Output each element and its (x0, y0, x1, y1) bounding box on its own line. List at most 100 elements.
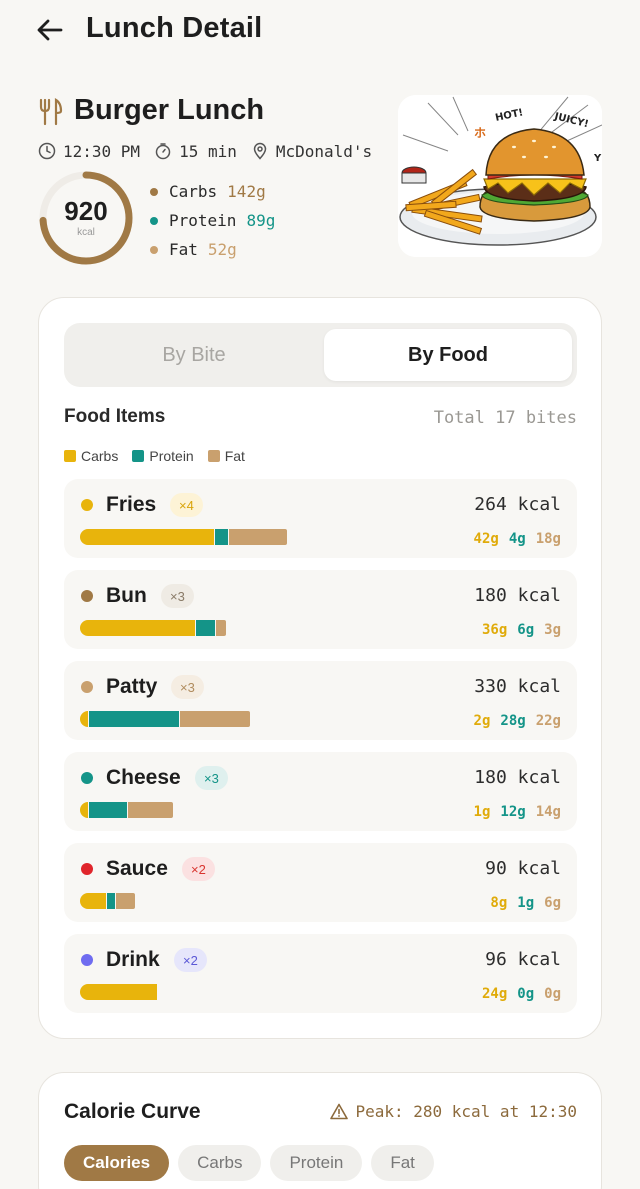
meal-title: Burger Lunch (74, 94, 265, 126)
carbs-grams: 24g (481, 986, 508, 1002)
fat-dot (150, 245, 158, 254)
food-name: Patty (106, 675, 158, 698)
macro-grams: 36g 6g 3g (472, 622, 561, 638)
timer-icon (155, 143, 171, 160)
meal-time-text: 12:30 PM (63, 141, 141, 161)
carbs-dot (150, 187, 158, 196)
tab-by-bite[interactable]: By Bite (162, 343, 226, 366)
peak-text: Peak: 280 kcal at 12:30 (355, 1102, 577, 1121)
chip-carbs[interactable]: Carbs (178, 1145, 262, 1181)
location-pin-icon (253, 142, 267, 160)
food-list: Fries ×4 264 kcal 42g 4g 18g Bun ×3 180 … (64, 479, 577, 1025)
svg-text:Y: Y (593, 153, 602, 164)
food-color-dot (81, 499, 93, 511)
macro-grams: 8g 1g 6g (480, 895, 561, 911)
macro-bar (80, 984, 157, 1000)
fat-segment (128, 802, 174, 818)
legend-label: Carbs (81, 448, 119, 464)
carbs-grams: 8g (490, 895, 508, 911)
food-calories: 264 kcal (474, 494, 561, 515)
carbs-segment (80, 529, 215, 545)
bite-count-badge: ×3 (195, 766, 228, 790)
macro-legend: Carbs Protein Fat (64, 448, 259, 464)
calorie-curve-card: Calorie Curve Peak: 280 kcal at 12:30 Ca… (38, 1072, 602, 1189)
food-breakdown-card: By Bite By Food Food Items Total 17 bite… (38, 297, 602, 1039)
legend-label: Fat (224, 448, 245, 464)
calorie-total: 920 (64, 196, 108, 226)
fat-segment (229, 529, 287, 545)
legend-swatch (207, 450, 220, 462)
food-item-cheese[interactable]: Cheese ×3 180 kcal 1g 12g 14g (64, 752, 577, 831)
carbs-grams: 42g (473, 531, 499, 547)
bite-count-badge: ×3 (171, 675, 204, 699)
fat-grams: 22g (535, 713, 561, 729)
legend-fat: Fat (207, 448, 245, 464)
macro-name: Carbs (169, 182, 218, 201)
food-item-bun[interactable]: Bun ×3 180 kcal 36g 6g 3g (64, 570, 577, 649)
total-bites: Total 17 bites (433, 408, 577, 428)
back-button[interactable] (34, 14, 66, 46)
meal-duration: 15 min (154, 142, 237, 161)
calorie-curve-title: Calorie Curve (64, 1100, 201, 1123)
fat-segment (216, 620, 226, 636)
legend-swatch (132, 450, 145, 462)
macro-bar (80, 893, 135, 909)
food-item-drink[interactable]: Drink ×2 96 kcal 24g 0g 0g (64, 934, 577, 1013)
chip-calories[interactable]: Calories (64, 1145, 170, 1181)
food-color-dot (81, 954, 93, 966)
food-color-dot (81, 863, 93, 875)
peak-indicator: Peak: 280 kcal at 12:30 (330, 1102, 577, 1121)
food-item-sauce[interactable]: Sauce ×2 90 kcal 8g 1g 6g (64, 843, 577, 922)
food-calories: 180 kcal (474, 767, 561, 788)
calorie-unit: kcal (77, 227, 95, 238)
food-name: Sauce (106, 857, 168, 880)
macro-value: 52g (207, 240, 237, 259)
tab-by-food[interactable]: By Food (324, 329, 572, 381)
top-bar: Lunch Detail (0, 0, 640, 62)
page-title: Lunch Detail (86, 12, 263, 44)
fat-grams: 6g (544, 895, 561, 911)
view-toggle: By Bite By Food (64, 323, 577, 387)
bite-count-badge: ×2 (182, 857, 215, 881)
protein-grams: 4g (508, 531, 526, 547)
macro-protein: Protein 89g (150, 206, 275, 235)
legend-protein: Protein (132, 448, 194, 464)
chip-protein[interactable]: Protein (270, 1145, 363, 1181)
protein-grams: 6g (517, 622, 535, 638)
protein-segment (106, 893, 115, 909)
macro-name: Fat (169, 240, 198, 259)
back-arrow-icon (37, 19, 63, 41)
protein-segment (215, 529, 229, 545)
food-item-patty[interactable]: Patty ×3 330 kcal 2g 28g 22g (64, 661, 577, 740)
bite-count-badge: ×4 (170, 493, 203, 517)
protein-segment (89, 802, 128, 818)
legend-swatch (64, 450, 76, 462)
protein-grams: 12g (500, 804, 526, 820)
burger-illustration: HOT! JUICY! ホ Y (398, 95, 602, 257)
meal-meta: 12:30 PM 15 min McDonald's (38, 140, 386, 162)
fat-segment (115, 893, 135, 909)
macro-summary: Carbs 142g Protein 89g Fat 52g (150, 177, 275, 264)
warning-icon (330, 1103, 349, 1120)
carbs-segment (80, 893, 106, 909)
protein-segment (196, 620, 216, 636)
chip-fat[interactable]: Fat (371, 1145, 434, 1181)
utensils-icon (39, 98, 63, 126)
carbs-grams: 36g (481, 622, 508, 638)
protein-dot (150, 216, 158, 225)
carbs-segment (80, 984, 157, 1000)
food-calories: 90 kcal (485, 858, 561, 879)
meal-duration-text: 15 min (179, 141, 237, 161)
food-item-fries[interactable]: Fries ×4 264 kcal 42g 4g 18g (64, 479, 577, 558)
food-items-heading: Food Items (64, 406, 166, 427)
fat-grams: 14g (535, 804, 561, 820)
macro-value: 89g (246, 211, 276, 230)
carbs-grams: 1g (473, 804, 491, 820)
macro-bar (80, 620, 226, 636)
macro-bar (80, 711, 250, 727)
meal-photo[interactable]: HOT! JUICY! ホ Y (398, 95, 602, 257)
macro-grams: 24g 0g 0g (472, 986, 561, 1002)
protein-grams: 28g (500, 713, 526, 729)
fat-grams: 18g (535, 531, 561, 547)
food-name: Cheese (106, 766, 181, 789)
